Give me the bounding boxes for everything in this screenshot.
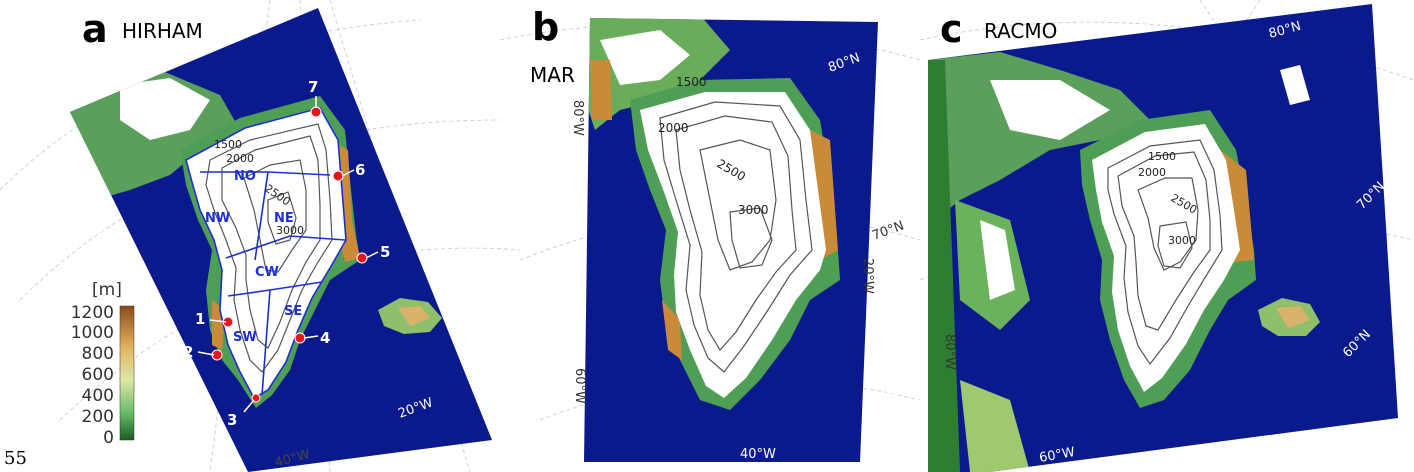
- contour-label: 2000: [658, 121, 689, 135]
- panel-letter: a: [82, 7, 108, 51]
- lat-label: 80°N: [360, 78, 396, 103]
- contour-label: 3000: [276, 224, 304, 237]
- lat-label: 70°N: [416, 214, 452, 239]
- basin-label: NE: [274, 211, 294, 226]
- lon-label: 80°W: [942, 334, 957, 370]
- panel-model: RACMO: [984, 19, 1057, 43]
- station-label-5: 5: [380, 243, 390, 261]
- lat-label: 60°N: [466, 324, 502, 349]
- colorbar-tick: 200: [82, 407, 114, 427]
- drainage-basins-a: [185, 107, 347, 400]
- lon-label: 40°W: [1168, 450, 1206, 470]
- canada-land-c: [928, 52, 1150, 220]
- page-number: 55: [4, 448, 27, 469]
- lon-label: 60°W: [572, 368, 587, 404]
- contour-label: 2000: [1138, 166, 1166, 179]
- panel-b: 1500 2000 2500 3000 80°N 60°N 40°W 70°N …: [499, 5, 921, 462]
- contours-a: [205, 123, 333, 373]
- lon-label: 80°W: [94, 230, 109, 266]
- contour-label: 3000: [1168, 234, 1196, 247]
- lat-label: 60°N: [862, 386, 898, 411]
- basin-label: NW: [205, 211, 230, 226]
- contours-b: [659, 101, 813, 373]
- colorbar-tick: 1000: [71, 323, 114, 343]
- station-label-2: 2: [183, 343, 193, 361]
- colorbar-tick: 1200: [71, 303, 114, 323]
- ice-sheet-c: [1092, 124, 1240, 392]
- station-label-4: 4: [320, 329, 330, 347]
- colorbar-tick: 0: [103, 428, 114, 448]
- station-label-6: 6: [355, 161, 365, 179]
- contours-c: [1107, 139, 1223, 366]
- panel-model: MAR: [530, 63, 575, 87]
- panel-letter: c: [940, 7, 963, 51]
- colorbar-tick: 600: [82, 365, 114, 385]
- panel-letter: b: [532, 5, 559, 49]
- basin-label: SW: [233, 330, 257, 345]
- lon-label: 60°W: [1038, 445, 1076, 466]
- contour-label: 1500: [1148, 150, 1176, 163]
- contour-label: 1500: [676, 75, 707, 89]
- lat-label: 70°N: [870, 218, 906, 243]
- lon-label: 20°W: [860, 258, 875, 294]
- lon-label: 40°W: [740, 447, 776, 462]
- lon-label: 60°W: [148, 335, 163, 371]
- basin-label: SE: [284, 304, 302, 319]
- colorbar: [m] 1200 1000 800 600 400 200 0: [71, 280, 135, 448]
- station-label-7: 7: [308, 78, 318, 96]
- colorbar-scale: [119, 305, 135, 441]
- contour-label: 2000: [226, 152, 254, 165]
- lon-label: 20°W: [1334, 425, 1372, 446]
- panel-model: HIRHAM: [122, 19, 203, 43]
- panel-a: 1500 2000 2500 3000 NO NW NE CW SW SE 1 …: [0, 0, 521, 472]
- station-label-1: 1: [195, 310, 205, 328]
- station-label-3: 3: [227, 411, 237, 429]
- basin-label: NO: [234, 169, 256, 184]
- contour-label: 3000: [738, 203, 769, 217]
- contour-label: 1500: [214, 138, 242, 151]
- basin-label: CW: [255, 265, 279, 280]
- colorbar-tick: 800: [82, 344, 114, 364]
- colorbar-tick: 400: [82, 386, 114, 406]
- lon-label: 80°W: [570, 100, 585, 136]
- panel-c: 1500 2000 2500 3000 80°N 70°N 60°N 60°W …: [919, 0, 1414, 472]
- colorbar-unit: [m]: [92, 280, 122, 300]
